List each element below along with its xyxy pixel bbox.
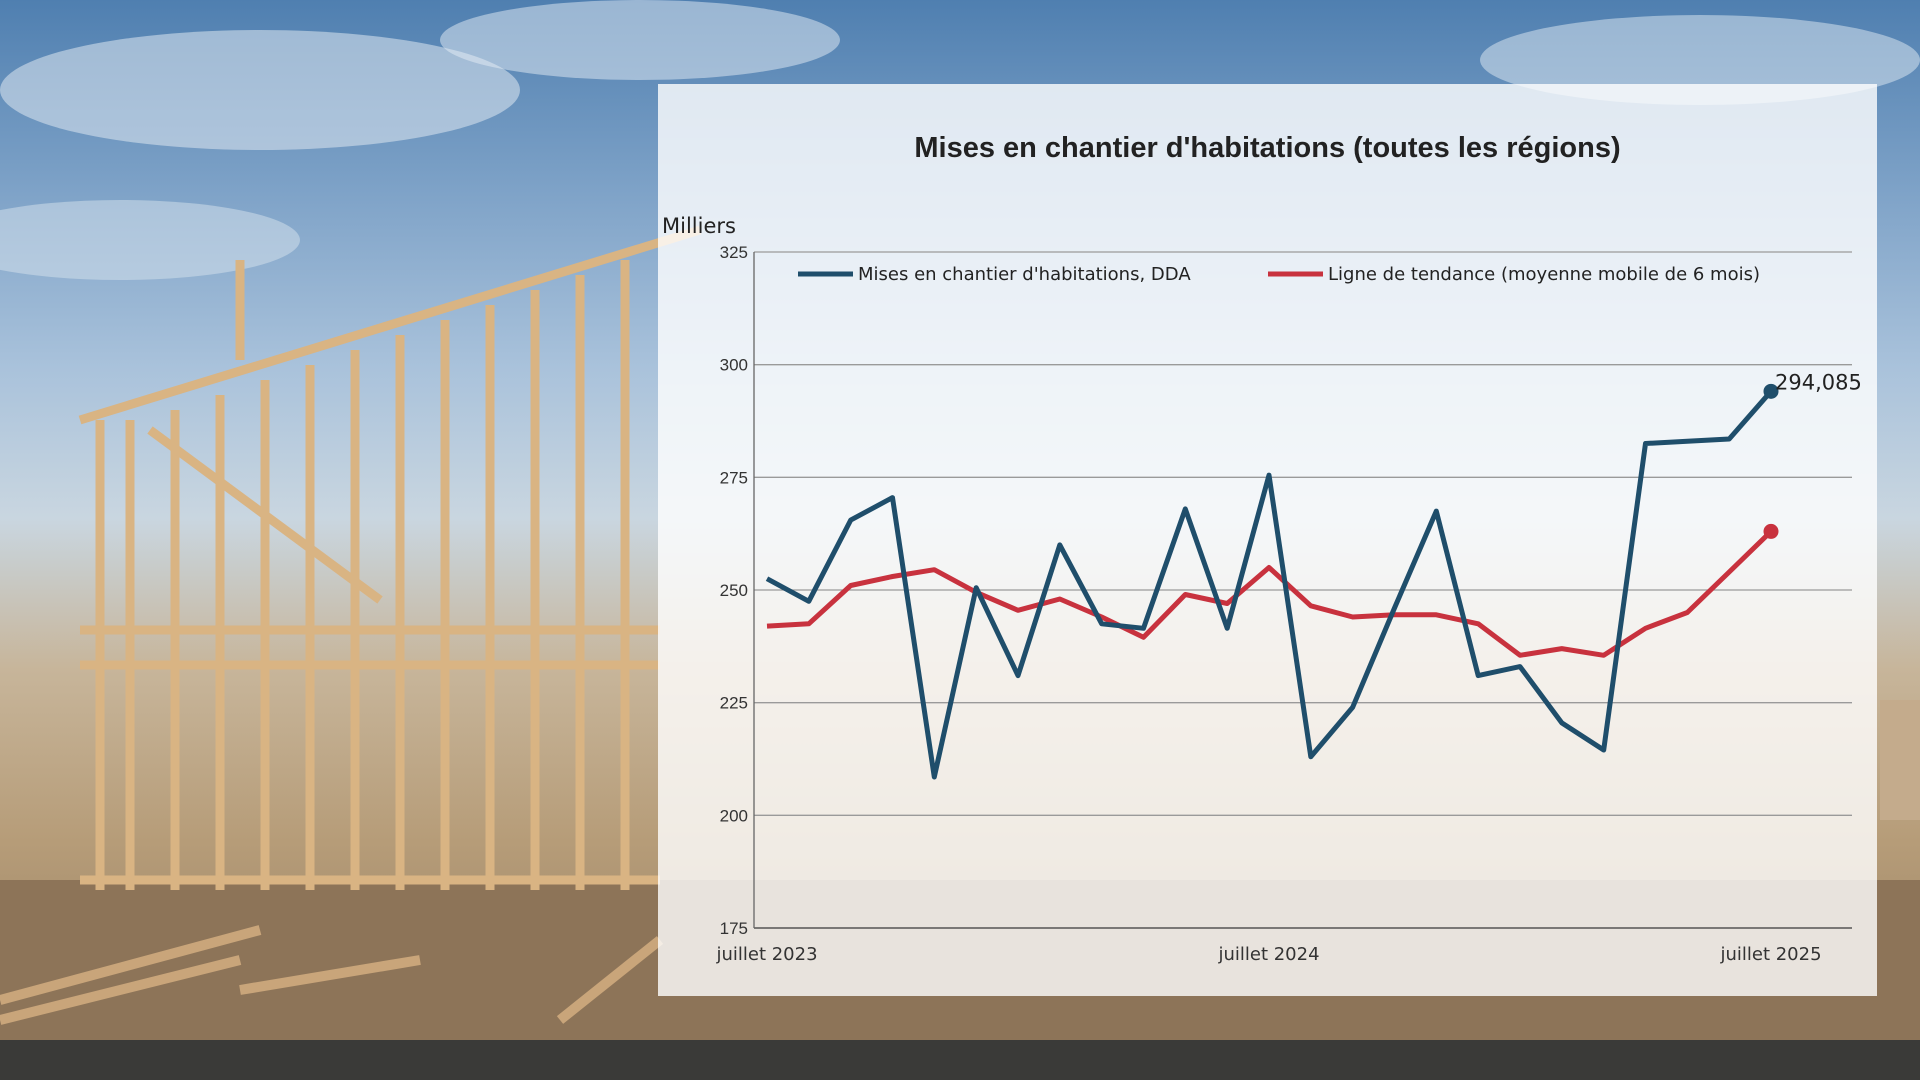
legend: Mises en chantier d'habitations, DDA Lign… [798, 264, 1760, 285]
data-label: 294,085 [1775, 370, 1862, 394]
annotations: 294,085 [1775, 370, 1862, 394]
y-axis-ticks: 175 200 225 250 275 300 325 [720, 243, 748, 938]
series-line-trend [766, 529, 1773, 658]
series-lines [765, 383, 1779, 780]
chart-title: Mises en chantier d'habitations (toutes … [914, 132, 1621, 164]
y-tick-label: 325 [720, 243, 748, 262]
y-tick-label: 200 [720, 806, 748, 825]
series-endpoint-trend [1763, 523, 1779, 539]
y-tick-label: 250 [720, 581, 748, 600]
series-line-housing-starts [765, 389, 1773, 780]
y-tick-label: 300 [720, 356, 748, 375]
x-tick-label: juillet 2024 [1217, 944, 1319, 965]
series-endpoint-housing-starts [1763, 383, 1779, 399]
x-tick-label: juillet 2023 [715, 944, 817, 965]
legend-label: Ligne de tendance (moyenne mobile de 6 m… [1328, 264, 1760, 285]
y-tick-label: 275 [720, 468, 748, 487]
y-tick-label: 175 [720, 919, 748, 938]
x-axis-ticks: juillet 2023 juillet 2024 juillet 2025 [715, 944, 1821, 965]
legend-label: Mises en chantier d'habitations, DDA [858, 264, 1191, 285]
gridlines [753, 251, 1852, 929]
x-tick-label: juillet 2025 [1719, 944, 1821, 965]
y-axis-unit-label: Milliers [662, 214, 736, 238]
chart-panel: Mises en chantier d'habitations (toutes … [658, 84, 1877, 996]
y-tick-label: 225 [720, 694, 748, 713]
